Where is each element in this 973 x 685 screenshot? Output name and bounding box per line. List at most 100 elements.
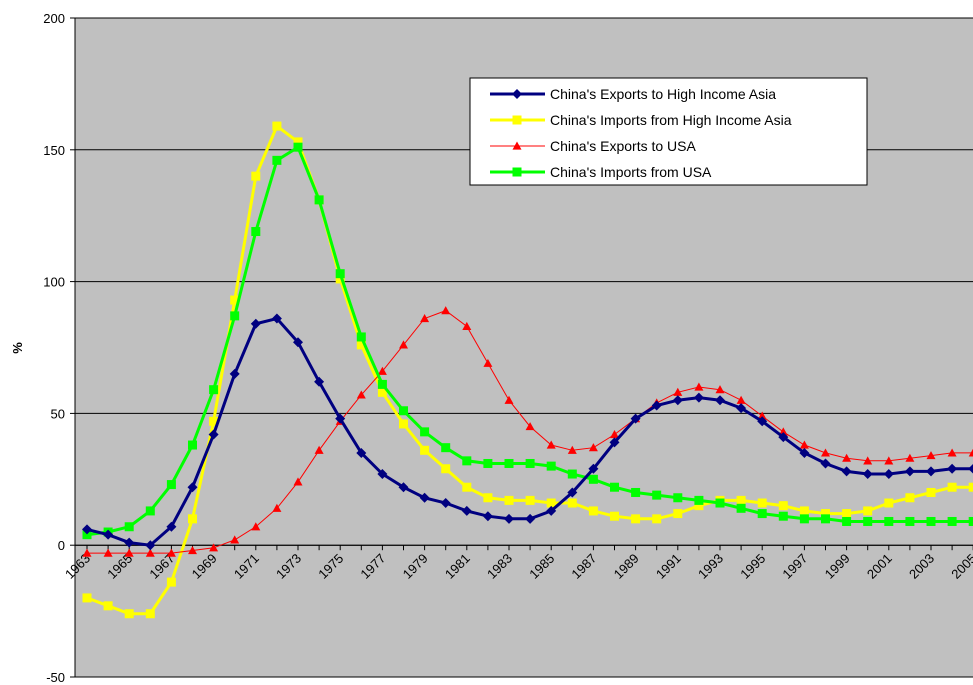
data-point xyxy=(757,509,767,519)
data-point xyxy=(377,387,387,397)
data-point xyxy=(504,395,514,404)
data-point xyxy=(399,419,408,429)
axes xyxy=(74,17,973,678)
series-2 xyxy=(82,121,973,619)
data-point xyxy=(778,511,788,521)
data-point xyxy=(778,501,788,511)
data-point xyxy=(187,482,198,493)
data-point xyxy=(905,516,915,526)
data-point xyxy=(736,503,746,513)
data-point xyxy=(884,498,894,508)
data-point xyxy=(145,506,155,516)
data-point xyxy=(229,368,240,379)
data-point xyxy=(799,440,809,449)
y-tick-labels: -50 0 50 100 150 200 xyxy=(43,11,75,685)
data-point xyxy=(842,509,852,519)
series-line xyxy=(87,310,973,554)
data-point xyxy=(588,463,599,474)
y-tick-label: 200 xyxy=(43,11,65,26)
series-group xyxy=(82,121,973,619)
data-point xyxy=(841,466,852,477)
data-point xyxy=(947,463,958,474)
data-point xyxy=(694,382,704,391)
data-point xyxy=(863,506,873,516)
data-point xyxy=(610,429,619,439)
data-point xyxy=(356,390,366,399)
data-point xyxy=(103,529,114,540)
data-point xyxy=(124,609,134,619)
legend-entry-label: China's Imports from USA xyxy=(550,164,712,180)
data-point xyxy=(546,461,556,471)
data-point xyxy=(778,432,789,443)
data-point xyxy=(335,274,345,284)
data-point xyxy=(271,313,282,324)
data-point xyxy=(166,548,176,557)
data-point xyxy=(630,413,641,424)
data-point xyxy=(757,498,767,508)
data-point xyxy=(462,321,472,331)
legend-swatch-marker xyxy=(512,115,522,125)
data-point xyxy=(610,482,619,492)
data-point xyxy=(715,498,725,508)
data-point xyxy=(567,487,578,498)
data-point xyxy=(145,540,156,551)
data-point xyxy=(884,456,894,465)
data-point xyxy=(947,516,957,526)
data-point xyxy=(462,456,472,466)
data-point xyxy=(188,545,197,555)
data-point xyxy=(968,448,973,457)
data-point xyxy=(842,516,852,526)
data-point xyxy=(356,340,366,350)
data-point xyxy=(821,448,830,457)
data-point xyxy=(799,447,810,458)
data-point xyxy=(251,171,261,181)
data-point xyxy=(356,447,367,458)
legend-entry-label: China's Imports from High Income Asia xyxy=(550,112,792,128)
data-point xyxy=(947,448,957,457)
data-point xyxy=(420,427,430,437)
data-point xyxy=(525,495,535,505)
data-point xyxy=(82,530,92,540)
data-point xyxy=(462,482,472,492)
data-point xyxy=(441,443,451,453)
data-point xyxy=(251,227,261,237)
data-point xyxy=(441,306,451,315)
data-point xyxy=(482,511,493,522)
data-point xyxy=(272,121,282,131)
data-point xyxy=(314,195,324,205)
data-point xyxy=(483,358,493,367)
data-point xyxy=(145,609,155,619)
data-point xyxy=(884,516,894,526)
data-point xyxy=(799,506,809,516)
data-point xyxy=(166,577,176,587)
data-point xyxy=(398,482,409,493)
data-point xyxy=(208,429,219,440)
data-point xyxy=(103,601,113,611)
data-point xyxy=(250,318,261,329)
data-point xyxy=(230,295,240,305)
data-point xyxy=(905,453,915,462)
data-point xyxy=(715,395,725,406)
data-point xyxy=(821,514,830,524)
y-tick-label: 150 xyxy=(43,143,65,158)
data-point xyxy=(272,155,282,165)
data-point xyxy=(588,443,598,452)
data-point xyxy=(399,406,408,416)
data-point xyxy=(525,458,535,468)
data-point xyxy=(693,392,704,403)
data-point xyxy=(230,535,240,544)
data-point xyxy=(631,514,641,524)
data-point xyxy=(293,477,303,486)
data-point xyxy=(609,437,620,448)
data-point xyxy=(672,395,683,406)
data-point xyxy=(188,440,197,450)
data-point xyxy=(420,445,430,455)
data-point xyxy=(209,385,219,395)
data-point xyxy=(968,516,973,526)
y-tick-label: 100 xyxy=(43,275,65,290)
data-point xyxy=(736,495,746,505)
data-point xyxy=(82,593,92,603)
data-point xyxy=(377,469,388,480)
data-point xyxy=(926,466,936,477)
